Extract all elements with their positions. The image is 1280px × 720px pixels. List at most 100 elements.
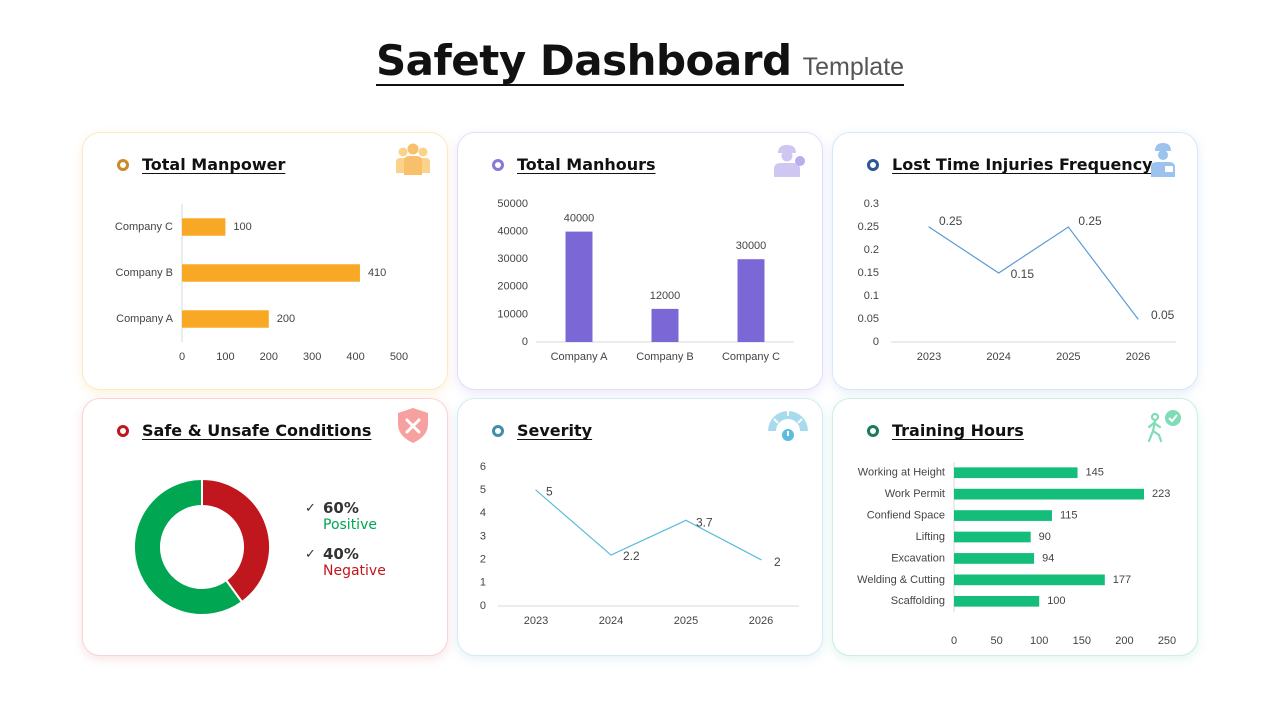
x-tick-label: 100 bbox=[216, 351, 234, 363]
bar bbox=[182, 310, 269, 328]
bar bbox=[954, 510, 1052, 521]
y-tick-label: 1 bbox=[480, 577, 486, 589]
data-label: 0.25 bbox=[939, 214, 963, 228]
injured-worker-icon bbox=[1151, 143, 1175, 177]
series-line bbox=[535, 489, 762, 561]
y-tick-label: 30000 bbox=[497, 253, 528, 265]
ltif-line-chart: 0 0.05 0.1 0.15 0.2 0.25 0.3 0.25 2023 0.15 2024 0.… bbox=[858, 198, 1176, 363]
check-icon: ✓ bbox=[305, 500, 316, 516]
y-tick-label: 3 bbox=[480, 530, 486, 542]
conditions-donut-chart bbox=[133, 477, 271, 616]
y-tick-label: 0.3 bbox=[864, 198, 879, 210]
bar bbox=[182, 218, 226, 236]
category-label: Company B bbox=[116, 267, 173, 279]
manpower-bar-chart: Company C 100 Company B 410 Company A 200 0 100… bbox=[115, 204, 408, 363]
y-tick-label: 0.2 bbox=[864, 244, 879, 256]
check-icon: ✓ bbox=[305, 546, 316, 562]
category-label: Company A bbox=[551, 351, 609, 363]
y-tick-label: 5 bbox=[480, 484, 486, 496]
category-label: Confiend Space bbox=[867, 509, 945, 521]
bar bbox=[954, 488, 1144, 500]
data-label: 100 bbox=[1047, 595, 1065, 607]
x-tick-label: 200 bbox=[260, 351, 278, 363]
x-tick-label: 50 bbox=[990, 635, 1002, 647]
data-label: 0.05 bbox=[1151, 308, 1175, 322]
bar bbox=[954, 595, 1040, 607]
data-point bbox=[998, 272, 1000, 274]
data-label: 12000 bbox=[650, 290, 681, 302]
shield-x-icon bbox=[398, 408, 428, 443]
people-group-icon bbox=[396, 143, 430, 175]
x-tick-label: 0 bbox=[179, 351, 185, 363]
data-label: 2 bbox=[774, 555, 781, 569]
donut-slice-negative bbox=[201, 477, 271, 604]
x-tick-label: 200 bbox=[1115, 635, 1133, 647]
y-tick-label: 10000 bbox=[497, 308, 528, 320]
data-point bbox=[535, 489, 537, 491]
category-label: Excavation bbox=[891, 552, 945, 564]
legend-label: Positive bbox=[323, 517, 377, 533]
x-tick-label: 2023 bbox=[917, 351, 941, 363]
y-tick-label: 0.25 bbox=[858, 221, 879, 233]
data-label: 94 bbox=[1042, 552, 1054, 564]
card-severity: Severity 0 1 2 3 4 5 6 5 2023 2.2 2024 3.7 2025 2 2026 bbox=[457, 398, 823, 656]
card-safe-unsafe-conditions: Safe & Unsafe Conditions ✓ 60% Positive ✓… bbox=[82, 398, 448, 656]
data-point bbox=[760, 559, 762, 561]
legend-item-negative: ✓ 40% Negative bbox=[305, 545, 386, 579]
donut-legend: ✓ 60% Positive ✓ 40% Negative bbox=[305, 499, 386, 591]
data-point bbox=[685, 519, 687, 521]
bar bbox=[954, 574, 1105, 586]
bar bbox=[954, 553, 1035, 564]
y-tick-label: 40000 bbox=[497, 226, 528, 238]
y-tick-label: 0 bbox=[873, 336, 879, 348]
ring-bullet-icon bbox=[867, 424, 879, 437]
data-point bbox=[928, 226, 930, 228]
data-label: 223 bbox=[1152, 488, 1170, 500]
bar bbox=[182, 264, 360, 282]
page-title-line: Safety Dashboard Template bbox=[375, 40, 905, 86]
y-tick-label: 20000 bbox=[497, 281, 528, 293]
bar bbox=[565, 231, 593, 342]
x-tick-label: 500 bbox=[390, 351, 408, 363]
x-tick-label: 100 bbox=[1030, 635, 1048, 647]
x-tick-label: 300 bbox=[303, 351, 321, 363]
page-header: Safety Dashboard Template bbox=[0, 40, 1280, 86]
training-bar-chart: Working at Height 145 Work Permit 223 Confie… bbox=[857, 462, 1176, 647]
data-label: 145 bbox=[1086, 467, 1104, 479]
y-tick-label: 0 bbox=[480, 600, 486, 612]
x-tick-label: 2025 bbox=[1056, 351, 1080, 363]
bar bbox=[954, 467, 1078, 479]
card-header: Training Hours bbox=[867, 421, 1024, 440]
category-label: Company C bbox=[115, 221, 173, 233]
category-label: Company C bbox=[722, 351, 780, 363]
data-label: 200 bbox=[277, 313, 295, 325]
ring-bullet-icon bbox=[117, 158, 129, 171]
worker-person-icon bbox=[774, 145, 805, 177]
manhours-column-chart: 0 10000 20000 30000 40000 50000 40000 Company A… bbox=[497, 198, 794, 363]
data-label: 5 bbox=[546, 484, 553, 498]
card-header: Lost Time Injuries Frequency bbox=[867, 155, 1153, 174]
data-point bbox=[610, 554, 612, 556]
gauge-icon bbox=[768, 411, 808, 441]
ring-bullet-icon bbox=[117, 424, 129, 437]
page-title: Safety Dashboard bbox=[375, 36, 792, 85]
y-tick-label: 0.1 bbox=[864, 290, 879, 302]
data-label: 115 bbox=[1060, 509, 1078, 521]
data-label: 3.7 bbox=[696, 515, 713, 529]
y-tick-label: 0 bbox=[522, 336, 528, 348]
card-header: Total Manpower bbox=[117, 155, 285, 174]
card-header: Total Manhours bbox=[492, 155, 656, 174]
donut-slice-positive bbox=[133, 477, 244, 616]
legend-percent: 60% bbox=[323, 499, 359, 517]
data-label: 90 bbox=[1039, 531, 1051, 543]
series-line bbox=[928, 226, 1139, 320]
x-tick-label: 0 bbox=[951, 635, 957, 647]
bar bbox=[737, 259, 765, 342]
data-point bbox=[1137, 318, 1139, 320]
x-tick-label: 2026 bbox=[1126, 351, 1150, 363]
data-label: 40000 bbox=[564, 213, 595, 225]
y-tick-label: 50000 bbox=[497, 198, 528, 210]
card-title: Total Manpower bbox=[142, 155, 286, 174]
ring-bullet-icon bbox=[492, 424, 504, 437]
x-tick-label: 2024 bbox=[599, 615, 623, 627]
